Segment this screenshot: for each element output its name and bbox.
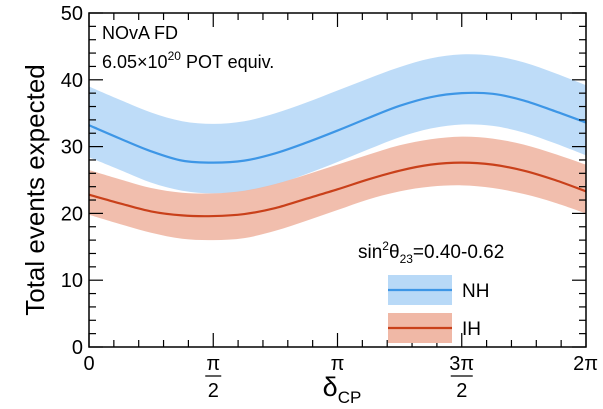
curves-layer bbox=[88, 91, 587, 218]
curve-nh bbox=[88, 91, 587, 164]
annotation-pot-exp: 20 bbox=[168, 49, 182, 63]
legend-header: sin2θ23=0.40-0.62 bbox=[358, 239, 504, 266]
x-tick-label: π bbox=[331, 353, 345, 375]
annotation-pot: 6.05×1020 POT equiv. bbox=[102, 49, 274, 72]
legend-ih-label: IH bbox=[462, 319, 481, 340]
x-axis-title-main: δ bbox=[323, 372, 338, 402]
x-tick-label-denominator: 2 bbox=[456, 380, 467, 402]
legend: sin2θ23=0.40-0.62 NH IH bbox=[358, 239, 504, 343]
bands-layer bbox=[89, 54, 586, 241]
legend-header-b: 2 bbox=[382, 239, 389, 253]
x-tick-label: 2π bbox=[573, 353, 598, 375]
y-axis-title: Total events expected bbox=[20, 64, 50, 316]
legend-nh-label: NH bbox=[462, 281, 489, 302]
annotation-pot-rest: POT equiv. bbox=[181, 52, 274, 72]
annotation-pot-base: 6.05×10 bbox=[102, 52, 168, 72]
legend-header-e: =0.40-0.62 bbox=[413, 242, 504, 263]
x-axis-title-sub: CP bbox=[338, 388, 362, 407]
band-nh bbox=[89, 54, 586, 194]
y-tick-label: 10 bbox=[61, 270, 83, 292]
ticks-layer bbox=[88, 12, 587, 348]
legend-header-d: 23 bbox=[400, 252, 414, 266]
y-tick-label: 30 bbox=[61, 137, 83, 159]
y-tick-label: 20 bbox=[61, 203, 83, 225]
curve-ih bbox=[88, 161, 587, 218]
y-tick-label: 40 bbox=[61, 70, 83, 92]
x-tick-label-numerator: 3π bbox=[449, 353, 474, 375]
annotation-detector: NOvA FD bbox=[102, 23, 178, 43]
x-tick-label: 0 bbox=[83, 353, 94, 375]
x-tick-label-numerator: π bbox=[206, 353, 220, 375]
y-tick-label: 0 bbox=[72, 337, 83, 359]
x-tick-label-denominator: 2 bbox=[208, 380, 219, 402]
x-axis-title: δCP bbox=[323, 372, 362, 407]
y-tick-label: 50 bbox=[61, 3, 83, 25]
legend-header-a: sin bbox=[358, 242, 382, 263]
legend-header-c: θ bbox=[389, 242, 400, 263]
